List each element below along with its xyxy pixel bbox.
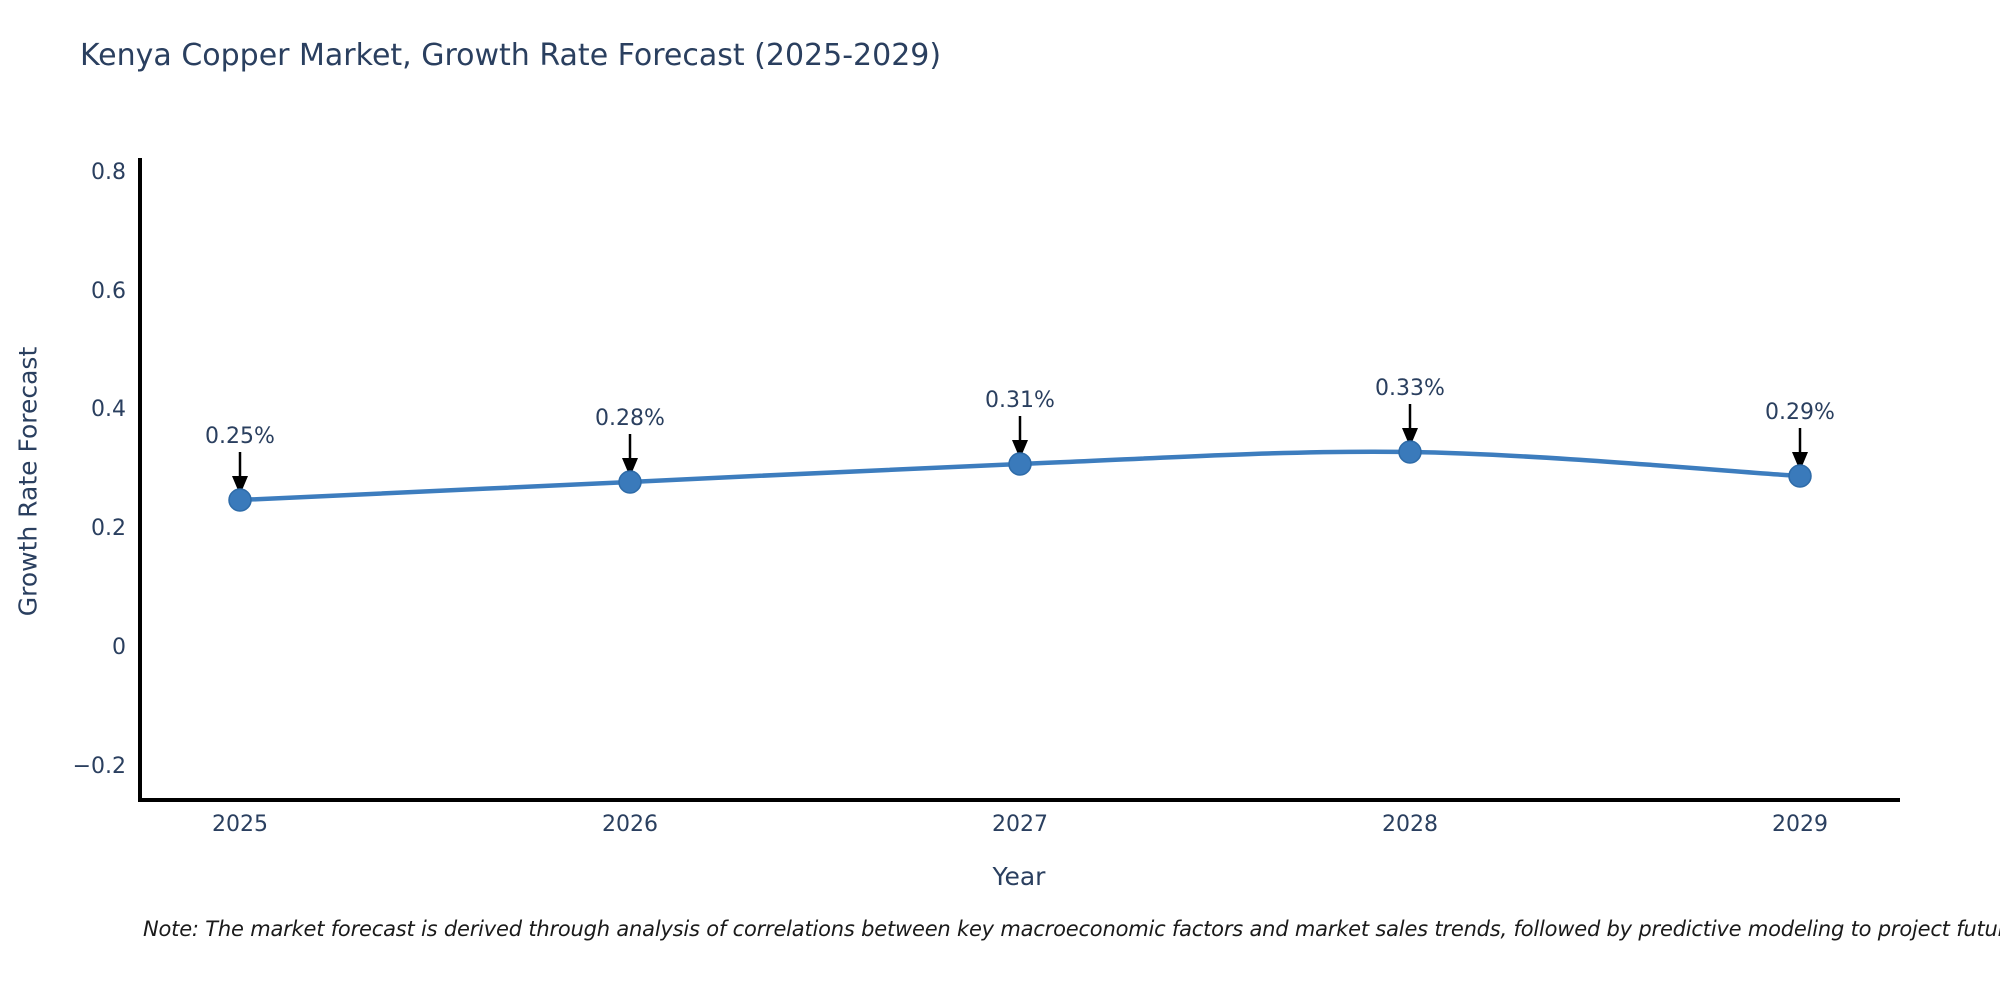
x-tick-2029: 2029 [1772,812,1828,837]
point-label-2027: 0.31% [985,388,1055,413]
footnote-text: Note: The market forecast is derived thr… [143,917,2000,941]
chart-title: Kenya Copper Market, Growth Rate Forecas… [80,38,942,73]
point-label-2028: 0.33% [1375,376,1445,401]
point-label-2025: 0.25% [205,424,275,449]
y-tick-0: 0 [112,635,126,660]
data-point-2026 [618,470,642,494]
x-tick-2025: 2025 [212,812,268,837]
arrow-head-2026 [622,458,638,477]
x-axis-title: Year [992,862,1046,891]
x-tick-2028: 2028 [1382,812,1438,837]
annotation-arrows [232,404,1808,495]
y-tick-0.6: 0.6 [91,279,126,304]
y-tick-0.4: 0.4 [91,397,126,422]
arrow-head-2025 [232,476,248,495]
point-label-2029: 0.29% [1765,400,1835,425]
data-point-markers [228,440,1812,512]
arrow-head-2029 [1792,452,1808,471]
x-tick-2026: 2026 [602,812,658,837]
data-point-2027 [1008,452,1032,476]
x-tick-2027: 2027 [992,812,1048,837]
data-point-2025 [228,488,252,512]
footnote: Note: The market forecast is derived thr… [143,917,2000,941]
data-point-2028 [1398,440,1422,464]
y-tick-0.2: 0.2 [91,516,126,541]
data-point-2029 [1788,464,1812,488]
point-label-2026: 0.28% [595,406,665,431]
arrow-head-2027 [1012,440,1028,459]
y-tick-neg-0.2: −0.2 [72,754,126,779]
arrow-head-2028 [1402,428,1418,447]
y-axis-title: Growth Rate Forecast [13,346,43,617]
y-tick-0.8: 0.8 [91,160,126,185]
